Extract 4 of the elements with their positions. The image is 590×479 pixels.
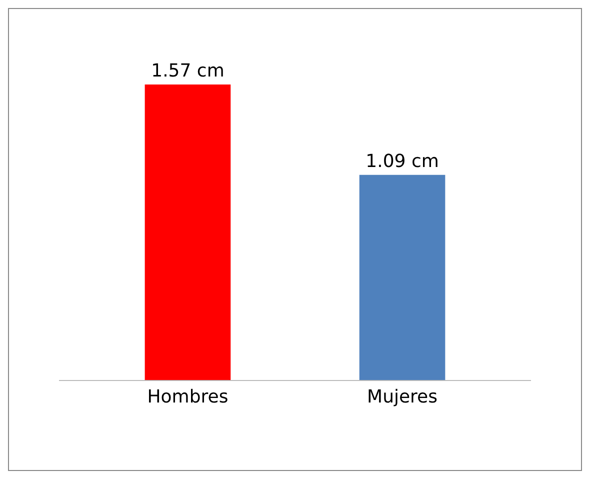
x-tick-label: Mujeres: [367, 386, 438, 408]
data-label: 1.57 cm: [151, 60, 224, 82]
data-label: 1.09 cm: [366, 150, 439, 172]
x-tick-label: Hombres: [147, 386, 228, 408]
